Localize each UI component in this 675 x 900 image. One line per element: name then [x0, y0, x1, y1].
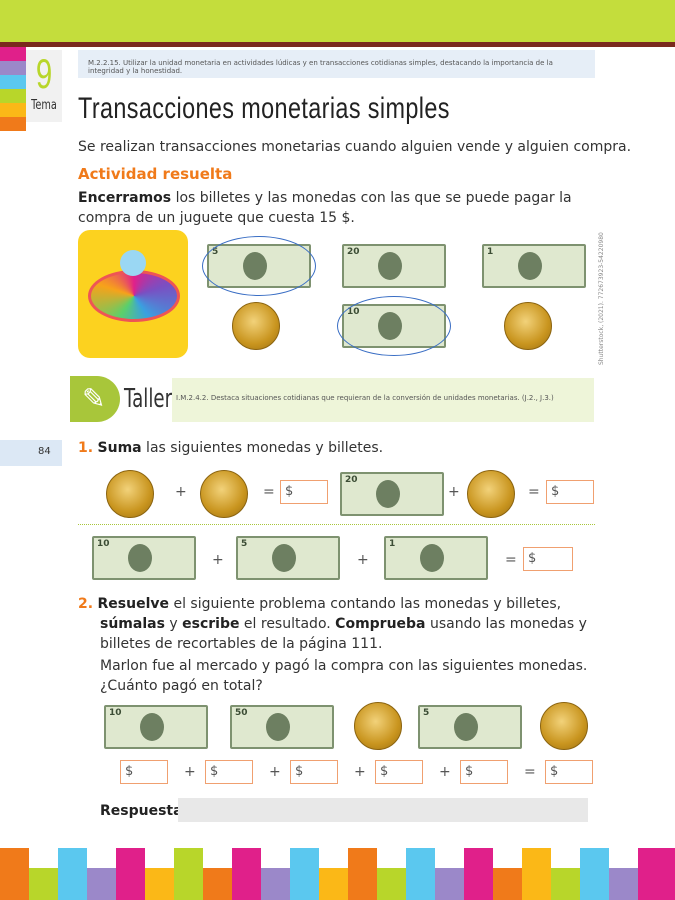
- divider: [78, 524, 595, 525]
- color-tabs: [0, 47, 26, 131]
- answer-field[interactable]: $: [375, 760, 423, 784]
- coin: [504, 302, 552, 350]
- image-credit: Shutterstock, (2021). 772673923-54220980: [598, 232, 605, 365]
- circle-mark: [337, 296, 451, 356]
- plus-sign: +: [184, 764, 196, 780]
- bill-1: 1: [384, 536, 488, 580]
- plus-sign: +: [357, 552, 369, 568]
- answer-field[interactable]: $: [120, 760, 168, 784]
- answer-input[interactable]: [178, 798, 588, 822]
- bill-20: 20: [342, 244, 446, 288]
- coin: [232, 302, 280, 350]
- answer-field[interactable]: $: [205, 760, 253, 784]
- equals-sign: =: [528, 484, 540, 500]
- taller-label: Taller: [124, 384, 173, 414]
- spinning-top-image: [78, 230, 188, 358]
- answer-field[interactable]: $: [546, 480, 594, 504]
- equals-sign: =: [524, 764, 536, 780]
- answer-field[interactable]: $: [545, 760, 593, 784]
- tema-label: Tema: [31, 98, 57, 113]
- tema-badge: 9 Tema: [26, 50, 62, 122]
- answer-field[interactable]: $: [460, 760, 508, 784]
- intro-text: Se realizan transacciones monetarias cua…: [78, 139, 632, 155]
- equals-sign: =: [505, 552, 517, 568]
- answer-label: Respuesta:: [100, 803, 189, 819]
- bill-1: 1: [482, 244, 586, 288]
- indicator-box: I.M.2.4.2. Destaca situaciones cotidiana…: [172, 378, 594, 422]
- plus-sign: +: [269, 764, 281, 780]
- answer-field[interactable]: $: [523, 547, 573, 571]
- activity-heading: Actividad resuelta: [78, 165, 233, 183]
- pencil-icon: ✎: [70, 376, 120, 422]
- answer-field[interactable]: $: [280, 480, 328, 504]
- answer-field[interactable]: $: [290, 760, 338, 784]
- activity-text: Encerramos los billetes y las monedas co…: [78, 188, 608, 228]
- page-title: Transacciones monetarias simples: [78, 92, 450, 125]
- activity-verb: Encerramos: [78, 190, 172, 206]
- bill-5: 5: [236, 536, 340, 580]
- top-line: [0, 42, 675, 47]
- activity-body: los billetes y las monedas con las que s…: [78, 190, 572, 226]
- top-band: [0, 0, 675, 42]
- standard-box: M.2.2.15. Utilizar la unidad monetaria e…: [78, 50, 595, 78]
- coin: [540, 702, 588, 750]
- circle-mark: [202, 236, 316, 296]
- coin: [467, 470, 515, 518]
- bill-10: 10: [104, 705, 208, 749]
- plus-sign: +: [439, 764, 451, 780]
- coin: [200, 470, 248, 518]
- bill-50: 50: [230, 705, 334, 749]
- page-number: 84: [0, 440, 62, 466]
- plus-sign: +: [212, 552, 224, 568]
- tema-number: 9: [35, 50, 53, 97]
- plus-sign: +: [175, 484, 187, 500]
- coin: [106, 470, 154, 518]
- bill-10: 10: [92, 536, 196, 580]
- plus-sign: +: [448, 484, 460, 500]
- plus-sign: +: [354, 764, 366, 780]
- coin: [354, 702, 402, 750]
- bill-5: 5: [418, 705, 522, 749]
- bill-20: 20: [340, 472, 444, 516]
- problem-text: Marlon fue al mercado y pagó la compra c…: [100, 658, 588, 694]
- q1-text: 1. Suma las siguientes monedas y billete…: [78, 440, 384, 456]
- equals-sign: =: [263, 484, 275, 500]
- q2-text: 2. Resuelve el siguiente problema contan…: [78, 596, 587, 652]
